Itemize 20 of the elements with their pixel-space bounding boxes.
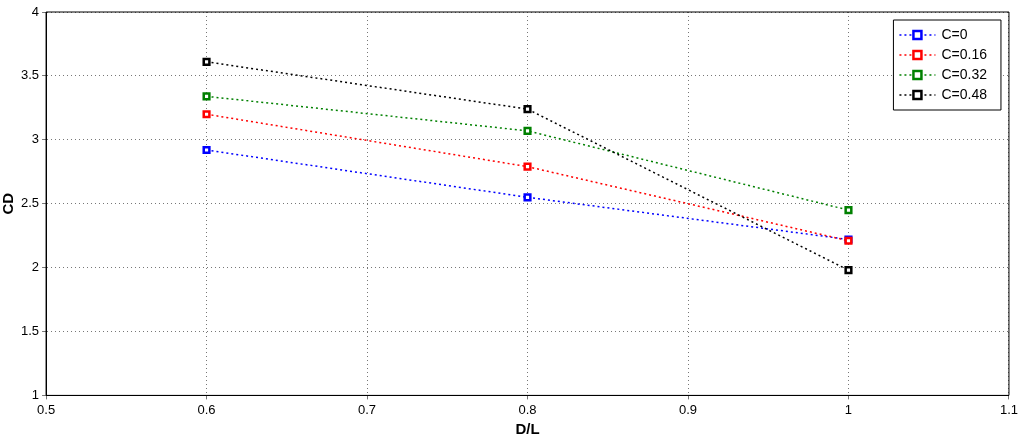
x-tick-label: 0.6 bbox=[197, 401, 216, 417]
x-axis-title: D/L bbox=[515, 420, 540, 438]
x-tick-label: 0.9 bbox=[678, 401, 698, 417]
y-tick-label: 1 bbox=[31, 386, 40, 402]
y-tick-label: 3 bbox=[31, 131, 40, 147]
y-tick-label: 3.5 bbox=[20, 67, 40, 83]
x-tick-label: 1.1 bbox=[999, 401, 1018, 417]
y-axis-title: CD bbox=[0, 192, 17, 215]
y-tick-label: 2 bbox=[31, 259, 40, 275]
x-tick-label: 0.5 bbox=[37, 401, 56, 417]
x-tick-label: 0.7 bbox=[358, 401, 377, 417]
x-tick-label: 0.8 bbox=[518, 401, 537, 417]
legend-label: C=0.16 bbox=[941, 45, 988, 62]
legend-label: C=0 bbox=[941, 25, 968, 42]
y-tick-label: 2.5 bbox=[20, 195, 40, 211]
y-tick-label: 4 bbox=[31, 3, 40, 19]
legend-label: C=0.48 bbox=[941, 85, 988, 102]
legend-label: C=0.32 bbox=[941, 65, 988, 82]
y-tick-label: 1.5 bbox=[20, 323, 40, 339]
x-tick-label: 1 bbox=[844, 401, 853, 417]
